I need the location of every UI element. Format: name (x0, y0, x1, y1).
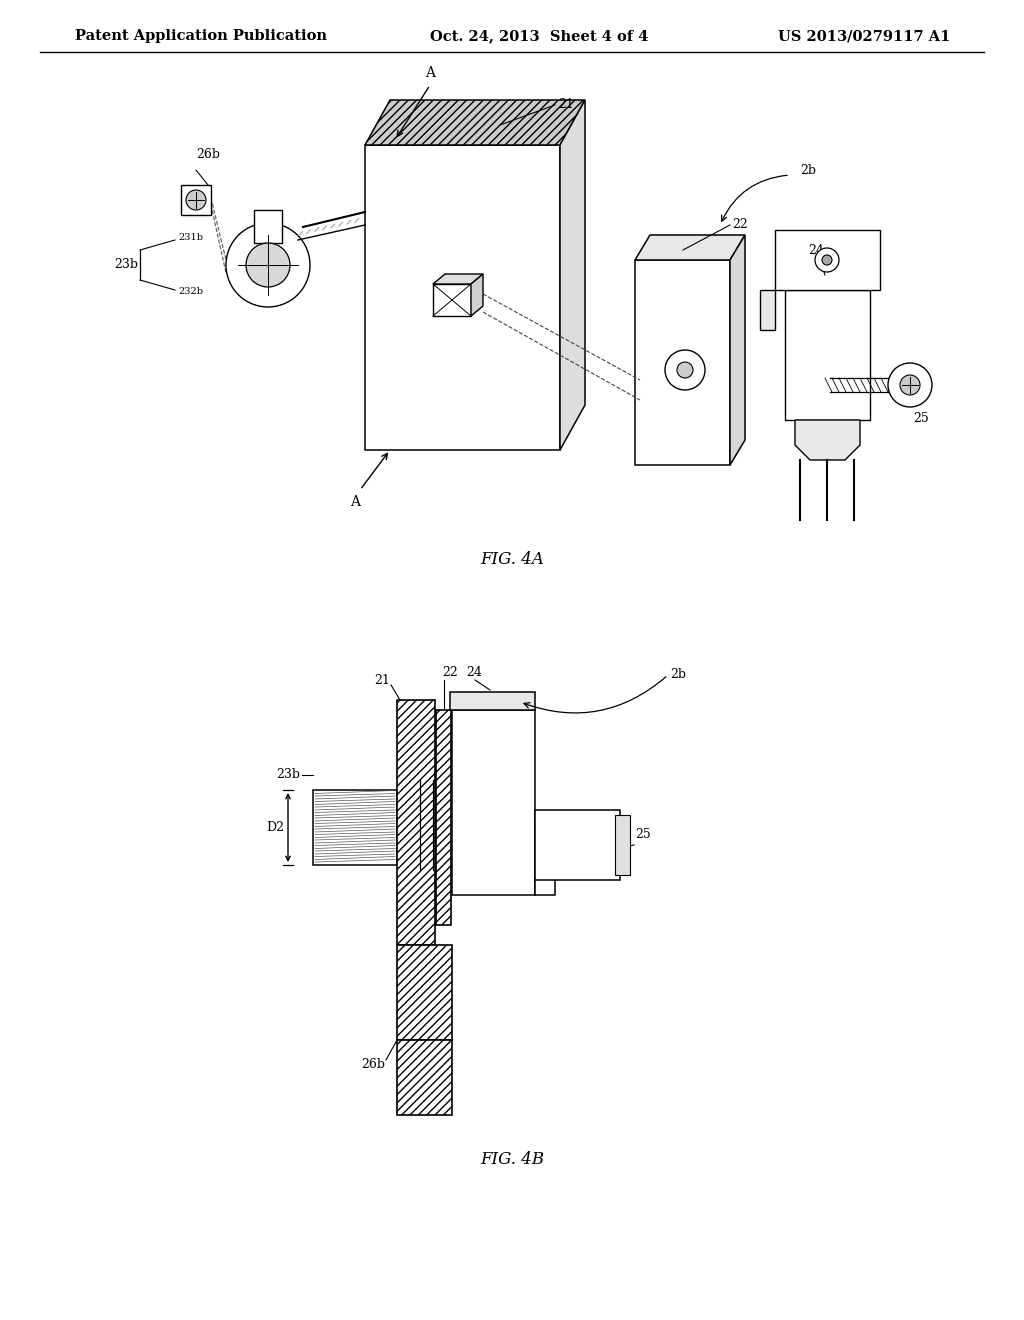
Circle shape (226, 223, 310, 308)
Circle shape (186, 190, 206, 210)
Polygon shape (795, 420, 860, 459)
Bar (452, 710, 535, 895)
Text: 21: 21 (374, 673, 390, 686)
Polygon shape (471, 275, 483, 315)
Bar (397, 700, 435, 945)
Text: Patent Application Publication: Patent Application Publication (75, 29, 327, 44)
Text: 2b: 2b (800, 164, 816, 177)
Circle shape (888, 363, 932, 407)
Bar (181, 185, 211, 215)
Circle shape (822, 255, 831, 265)
Text: A: A (425, 66, 435, 81)
Text: 22: 22 (442, 665, 458, 678)
Polygon shape (433, 275, 483, 284)
Text: D2: D2 (266, 821, 284, 834)
Text: 231b: 231b (178, 234, 203, 243)
Text: US 2013/0279117 A1: US 2013/0279117 A1 (777, 29, 950, 44)
Polygon shape (775, 230, 880, 290)
Polygon shape (433, 284, 471, 315)
Polygon shape (254, 210, 282, 243)
Bar (450, 692, 535, 710)
Polygon shape (785, 290, 870, 420)
Text: 23b: 23b (276, 768, 300, 781)
Bar (535, 825, 555, 895)
Circle shape (246, 243, 290, 286)
Bar (436, 710, 451, 925)
Polygon shape (635, 260, 730, 465)
Polygon shape (760, 290, 775, 330)
Text: 25: 25 (635, 829, 650, 842)
Bar (535, 810, 620, 880)
Circle shape (665, 350, 705, 389)
Circle shape (900, 375, 920, 395)
Text: 26b: 26b (361, 1059, 385, 1072)
Circle shape (677, 362, 693, 378)
Polygon shape (365, 100, 585, 145)
Text: FIG. 4B: FIG. 4B (480, 1151, 544, 1168)
Polygon shape (560, 100, 585, 450)
Text: 24: 24 (466, 665, 482, 678)
Text: 24: 24 (808, 243, 824, 256)
Text: 232b: 232b (178, 288, 203, 297)
Circle shape (815, 248, 839, 272)
Text: A: A (350, 495, 360, 510)
Bar (397, 1040, 452, 1115)
Polygon shape (365, 145, 560, 450)
Text: 22: 22 (732, 219, 748, 231)
Text: 21: 21 (558, 99, 573, 111)
Text: 26b: 26b (196, 149, 220, 161)
Polygon shape (635, 235, 745, 260)
Bar (615, 814, 630, 875)
Text: 23b: 23b (114, 259, 138, 272)
Bar (397, 945, 452, 1040)
Bar (313, 789, 397, 865)
Text: 2b: 2b (670, 668, 686, 681)
Text: FIG. 4A: FIG. 4A (480, 552, 544, 569)
Text: Oct. 24, 2013  Sheet 4 of 4: Oct. 24, 2013 Sheet 4 of 4 (430, 29, 648, 44)
Polygon shape (730, 235, 745, 465)
Text: 25: 25 (913, 412, 929, 425)
